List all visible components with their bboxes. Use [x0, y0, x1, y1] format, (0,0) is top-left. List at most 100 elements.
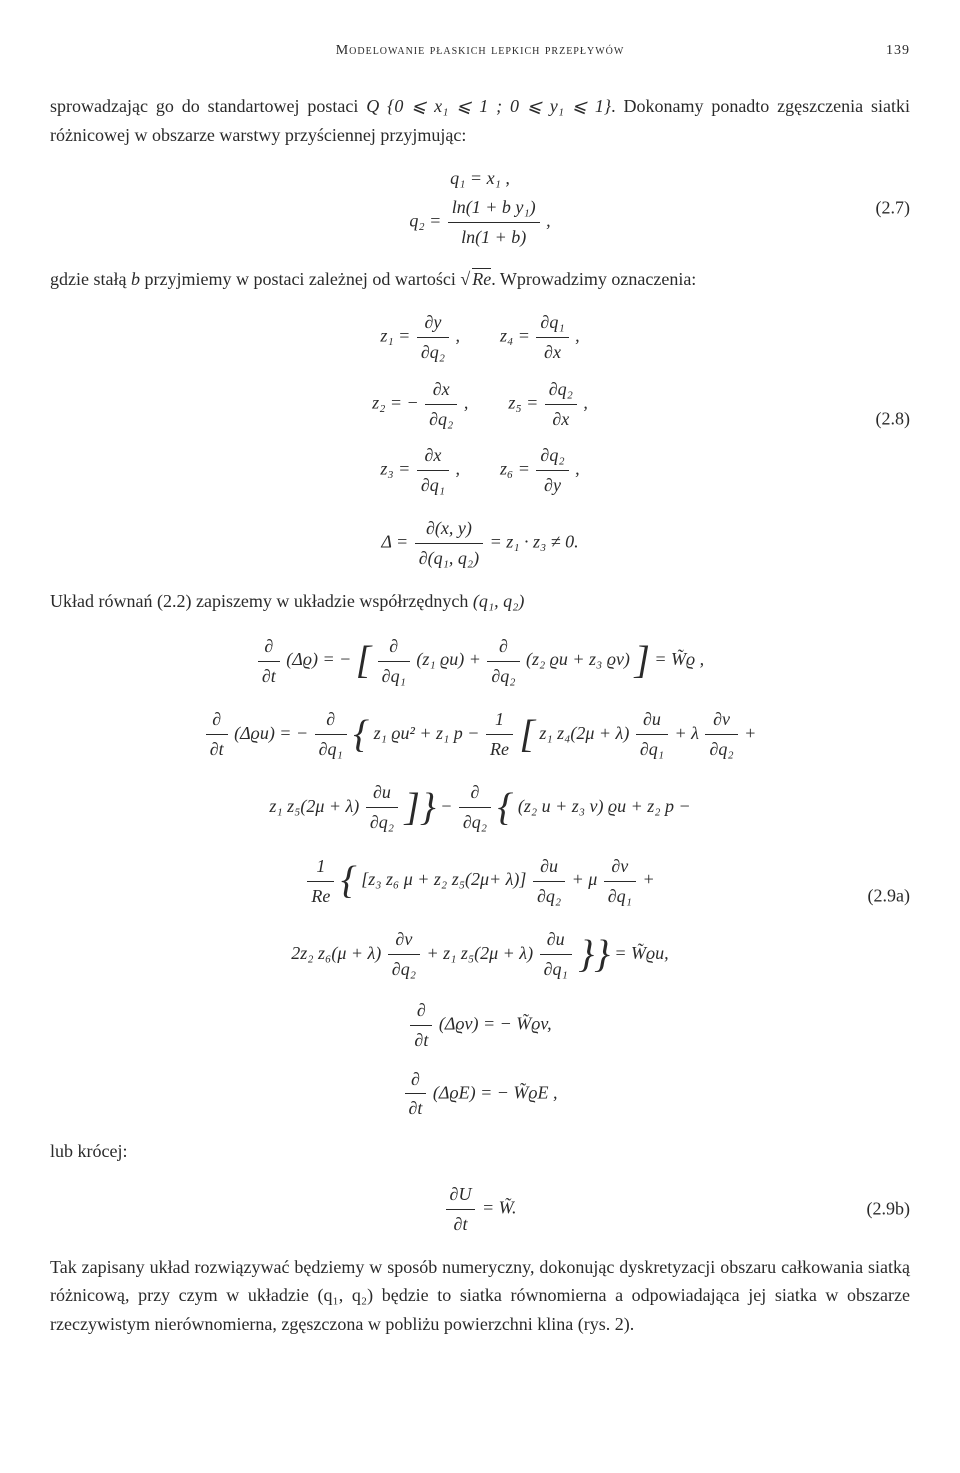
- denominator: ∂q₂: [487, 662, 519, 691]
- numerator: ∂u: [533, 852, 565, 882]
- brace-icon: {: [341, 849, 357, 912]
- denominator: ∂t: [446, 1210, 476, 1239]
- equation-number: (2.8): [876, 405, 911, 434]
- text: z₃ =: [380, 459, 414, 479]
- text: + λ: [675, 722, 699, 742]
- numerator: ∂u: [540, 925, 572, 955]
- numerator: ∂: [405, 1065, 427, 1095]
- text: = W̃ϱu,: [614, 943, 668, 963]
- denominator: ∂q₁: [636, 735, 668, 764]
- equation-2-9a: ∂∂t (Δϱ) = − [ ∂∂q₁ (z₁ ϱu) + ∂∂q₂ (z₂ ϱ…: [50, 629, 910, 1123]
- text: z₁ =: [380, 326, 414, 346]
- numerator: ∂x: [417, 441, 449, 471]
- numerator: ∂U: [446, 1180, 476, 1210]
- inline-math: (q₁, q₂): [473, 591, 525, 611]
- denominator: Re: [486, 735, 513, 764]
- numerator: ∂: [258, 632, 280, 662]
- numerator: ∂: [206, 705, 228, 735]
- denominator: ∂t: [258, 662, 280, 691]
- numerator: ∂: [410, 996, 432, 1026]
- numerator: 1: [307, 852, 334, 882]
- numerator: ∂u: [366, 778, 398, 808]
- text: (Δϱ) = −: [286, 649, 351, 669]
- denominator: ∂t: [405, 1094, 427, 1123]
- text: z₆ =: [500, 459, 534, 479]
- eq-line: q₁ = x₁ ,: [50, 164, 910, 193]
- inline-math: Q {0 ⩽ x₁ ⩽ 1 ; 0 ⩽ y₁ ⩽ 1}: [366, 96, 611, 116]
- brace-icon: }: [578, 923, 594, 986]
- numerator: ∂v: [705, 705, 737, 735]
- denominator: ∂y: [536, 471, 568, 500]
- page-header: Modelowanie płaskich lepkich przepływów …: [50, 40, 910, 62]
- numerator: ∂u: [636, 705, 668, 735]
- denominator: ∂x: [536, 338, 568, 367]
- denominator: ∂q₂: [366, 808, 398, 837]
- brace-icon: }: [420, 776, 436, 839]
- text: (Δϱu) = −: [234, 722, 308, 742]
- paragraph-1: sprowadzając go do standartowej postaci …: [50, 92, 910, 150]
- text: Re: [472, 268, 491, 289]
- numerator: ∂: [459, 778, 491, 808]
- numerator: ∂v: [604, 852, 636, 882]
- inline-math: √Re: [460, 269, 491, 289]
- equation-number: (2.9a): [868, 882, 910, 911]
- denominator: ∂q₂: [417, 338, 449, 367]
- text: (z₂ ϱu + z₃ ϱv): [526, 649, 630, 669]
- text: z₄ =: [500, 326, 534, 346]
- text: +: [744, 722, 756, 742]
- denominator: ∂q₁: [417, 471, 449, 500]
- numerator: ∂(x, y): [415, 514, 483, 544]
- text: +: [642, 869, 654, 889]
- numerator: ∂q₁: [536, 308, 568, 338]
- text: = z₁ · z₃ ≠ 0.: [485, 531, 579, 551]
- numerator: ln(1 + b y₁): [448, 193, 540, 223]
- bracket-icon: ]: [634, 629, 649, 692]
- text: + μ: [572, 869, 598, 889]
- denominator: ∂q₁: [604, 882, 636, 911]
- denominator: Re: [307, 882, 334, 911]
- denominator: ∂(q₁, q₂): [415, 544, 483, 573]
- text: z₅ =: [508, 392, 542, 412]
- brace-icon: {: [498, 776, 514, 839]
- text: = W̃ϱ ,: [654, 649, 704, 669]
- bracket-icon: [: [356, 629, 371, 692]
- numerator: ∂q₂: [545, 375, 577, 405]
- header-title: Modelowanie płaskich lepkich przepływów: [100, 40, 860, 62]
- numerator: ∂v: [388, 925, 420, 955]
- denominator: ∂q₂: [388, 955, 420, 984]
- denominator: ∂q₁: [378, 662, 410, 691]
- equation-number: (2.7): [876, 193, 911, 222]
- denominator: ∂q₂: [705, 735, 737, 764]
- text: (z₁ ϱu) +: [416, 649, 481, 669]
- text: = W̃.: [482, 1197, 517, 1217]
- text: . Wprowadzimy oznaczenia:: [491, 269, 696, 289]
- equation-2-8: z₁ = ∂y∂q₂ , z₄ = ∂q₁∂x , z₂ = − ∂x∂q₂ ,…: [50, 308, 910, 572]
- equation-2-9b: ∂U∂t = W̃. (2.9b): [50, 1180, 910, 1239]
- denominator: ∂q₁: [540, 955, 572, 984]
- denominator: ∂q₂: [425, 405, 457, 434]
- denominator: ∂t: [410, 1026, 432, 1055]
- denominator: ∂t: [206, 735, 228, 764]
- bracket-icon: [: [519, 703, 534, 766]
- text: q₂ =: [409, 210, 445, 230]
- text: z₁ z₄(2μ + λ): [539, 722, 629, 742]
- numerator: ∂y: [417, 308, 449, 338]
- numerator: ∂: [315, 705, 347, 735]
- text: (Δϱv) = − W̃ϱv,: [439, 1013, 552, 1033]
- text: z₁ z₅(2μ + λ): [269, 796, 359, 816]
- text: gdzie stałą: [50, 269, 131, 289]
- lub-krocej: lub krócej:: [50, 1137, 910, 1166]
- text: + z₁ z₅(2μ + λ): [426, 943, 533, 963]
- text: [z₃ z₆ μ + z₂ z₅(2μ+ λ)]: [361, 869, 526, 889]
- brace-icon: {: [353, 703, 369, 766]
- denominator: ∂x: [545, 405, 577, 434]
- text: Δ =: [381, 531, 412, 551]
- brace-icon: }: [594, 923, 610, 986]
- denominator: ln(1 + b): [448, 223, 540, 252]
- text: ,: [546, 210, 551, 230]
- text: sprowadzając go do standartowej postaci: [50, 96, 366, 116]
- text: Układ równań (2.2) zapiszemy w układzie …: [50, 591, 473, 611]
- denominator: ∂q₂: [459, 808, 491, 837]
- inline-math: b: [131, 269, 140, 289]
- numerator: 1: [486, 705, 513, 735]
